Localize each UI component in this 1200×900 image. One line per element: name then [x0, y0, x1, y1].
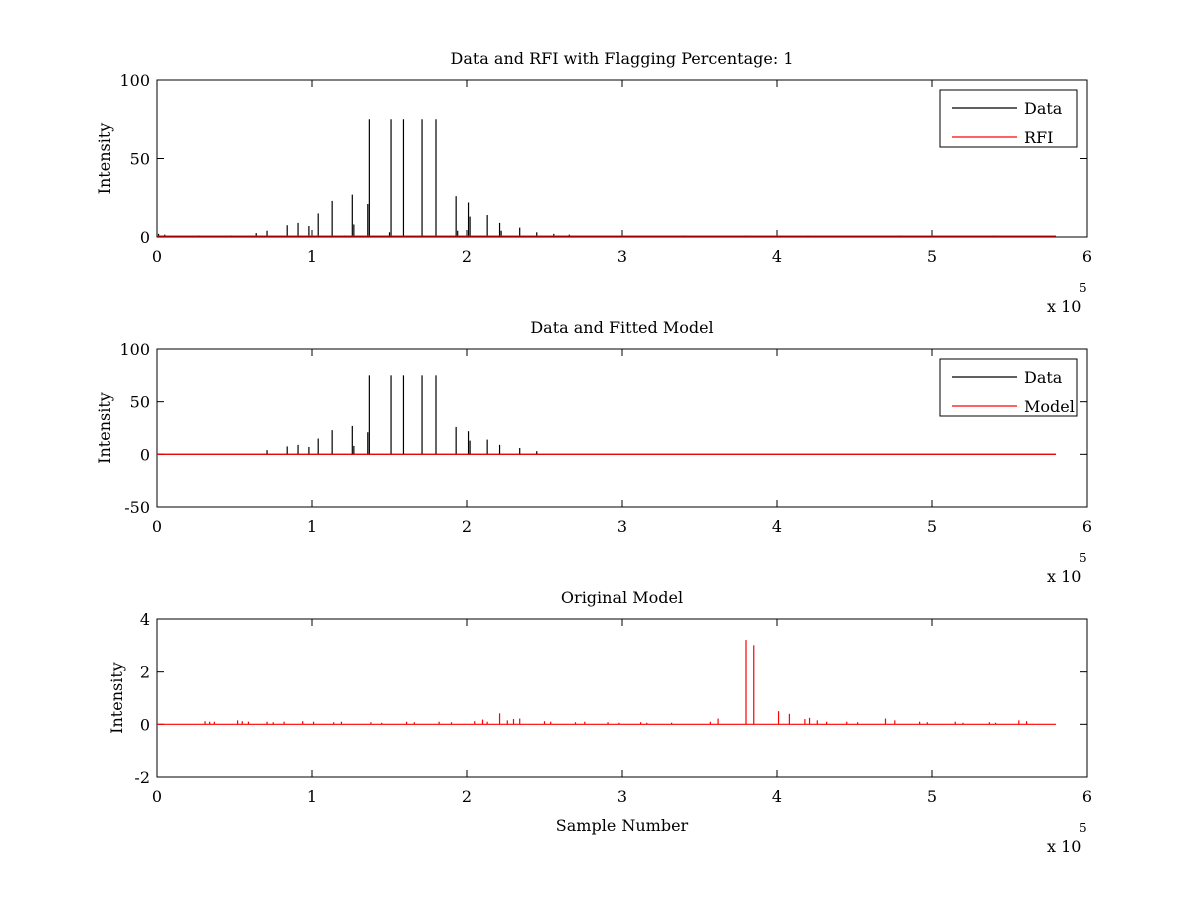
plot-area [157, 640, 1056, 725]
x-multiplier-label: x 10 [1047, 297, 1081, 316]
legend-label: RFI [1024, 128, 1053, 147]
y-axis-label: Intensity [95, 392, 114, 464]
y-tick-label: 0 [140, 715, 150, 734]
x-tick-label: 2 [462, 247, 472, 266]
x-tick-label: 6 [1082, 247, 1092, 266]
x-tick-label: 3 [617, 517, 627, 536]
x-tick-label: 0 [152, 787, 162, 806]
series-model [157, 640, 1056, 725]
chart-title: Data and RFI with Flagging Percentage: 1 [450, 49, 793, 68]
x-tick-label: 2 [462, 517, 472, 536]
x-multiplier-label: x 10 [1047, 567, 1081, 586]
x-tick-label: 2 [462, 787, 472, 806]
series-data [157, 119, 1056, 237]
chart-title: Data and Fitted Model [530, 318, 713, 337]
x-tick-label: 0 [152, 517, 162, 536]
x-tick-label: 1 [307, 517, 317, 536]
y-tick-label: 50 [130, 393, 150, 412]
y-tick-label: 4 [140, 610, 150, 629]
plot-area [157, 375, 1056, 455]
y-tick-label: 50 [130, 150, 150, 169]
x-axis-label: Sample Number [556, 816, 689, 835]
x-tick-label: 4 [772, 517, 782, 536]
series-data [157, 375, 1056, 455]
x-tick-label: 0 [152, 247, 162, 266]
x-multiplier-label: x 10 [1047, 837, 1081, 856]
x-tick-label: 5 [927, 787, 937, 806]
y-tick-label: 100 [119, 340, 150, 359]
legend: Data RFI [939, 89, 1078, 148]
y-tick-label: 100 [119, 71, 150, 90]
legend-label: Data [1024, 99, 1063, 118]
legend: Data Model [939, 358, 1078, 417]
x-tick-label: 4 [772, 247, 782, 266]
subplot-1: 0 1 2 3 4 5 6 0 50 100 x 10 5 Data and RFI with Flag… [95, 49, 1092, 316]
y-tick-label: -50 [124, 498, 150, 517]
x-tick-label: 3 [617, 787, 627, 806]
x-tick-label: 3 [617, 247, 627, 266]
y-axis-label: Intensity [95, 123, 114, 195]
legend-label: Data [1024, 368, 1063, 387]
x-tick-label: 4 [772, 787, 782, 806]
legend-label: Model [1024, 397, 1075, 416]
y-tick-label: 2 [140, 663, 150, 682]
x-tick-label: 1 [307, 787, 317, 806]
plot-area [157, 119, 1056, 237]
y-tick-label: -2 [134, 768, 150, 787]
x-tick-label: 1 [307, 247, 317, 266]
x-tick-label: 5 [927, 247, 937, 266]
x-tick-label: 6 [1082, 517, 1092, 536]
y-tick-label: 0 [140, 228, 150, 247]
axes-box [156, 618, 1088, 778]
x-tick-label: 5 [927, 517, 937, 536]
y-axis-label: Intensity [107, 662, 126, 734]
x-multiplier-exponent: 5 [1079, 821, 1087, 835]
x-tick-label: 6 [1082, 787, 1092, 806]
x-multiplier-exponent: 5 [1079, 281, 1087, 295]
x-multiplier-exponent: 5 [1079, 551, 1087, 565]
chart-title: Original Model [561, 588, 683, 607]
y-tick-label: 0 [140, 445, 150, 464]
